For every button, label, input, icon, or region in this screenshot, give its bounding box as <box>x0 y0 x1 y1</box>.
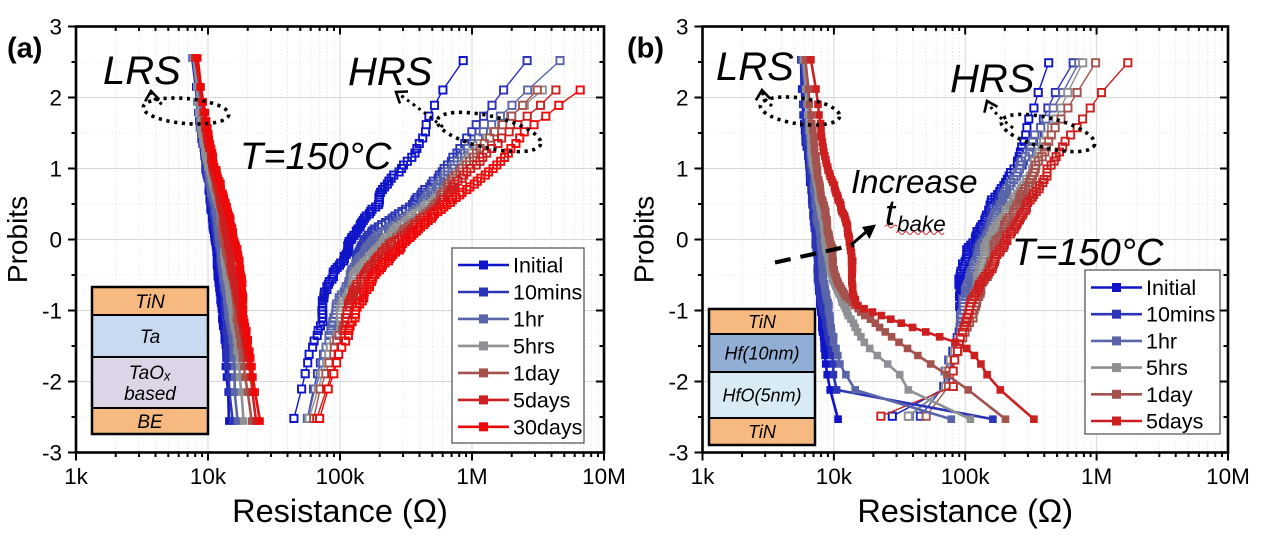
svg-text:Resistance (Ω): Resistance (Ω) <box>857 493 1073 529</box>
svg-text:LRS: LRS <box>103 49 181 93</box>
svg-text:5days: 5days <box>1146 410 1203 434</box>
svg-text:2: 2 <box>49 86 62 111</box>
svg-text:TiN: TiN <box>135 292 165 313</box>
svg-text:10M: 10M <box>1206 464 1250 489</box>
svg-text:1k: 1k <box>691 464 716 489</box>
svg-text:1M: 1M <box>1081 464 1112 489</box>
svg-text:0: 0 <box>49 228 62 253</box>
svg-text:1hr: 1hr <box>513 307 544 331</box>
svg-text:Probits: Probits <box>2 196 33 283</box>
svg-text:Resistance (Ω): Resistance (Ω) <box>232 493 448 529</box>
svg-text:TiN: TiN <box>748 422 777 442</box>
svg-text:LRS: LRS <box>716 45 794 89</box>
svg-text:2: 2 <box>676 86 689 111</box>
svg-text:5hrs: 5hrs <box>1146 356 1188 380</box>
svg-text:Increase: Increase <box>851 163 978 200</box>
svg-text:-2: -2 <box>42 370 62 395</box>
svg-text:-1: -1 <box>42 299 62 324</box>
svg-text:TaOₓ: TaOₓ <box>129 363 171 384</box>
svg-text:-1: -1 <box>668 299 688 324</box>
svg-text:Initial: Initial <box>1146 276 1196 300</box>
svg-text:1day: 1day <box>1146 383 1193 407</box>
svg-text:1hr: 1hr <box>1146 329 1177 353</box>
svg-text:Initial: Initial <box>513 254 563 278</box>
svg-text:5hrs: 5hrs <box>513 334 555 358</box>
svg-text:T=150°C: T=150°C <box>1012 232 1164 274</box>
svg-text:1: 1 <box>676 157 689 182</box>
svg-text:3: 3 <box>49 15 62 40</box>
svg-text:TiN: TiN <box>748 312 777 332</box>
svg-text:1k: 1k <box>64 464 89 489</box>
svg-text:1: 1 <box>49 157 62 182</box>
svg-text:0: 0 <box>676 228 689 253</box>
svg-text:Probits: Probits <box>629 196 660 283</box>
svg-text:100k: 100k <box>316 464 366 489</box>
svg-text:1M: 1M <box>456 464 487 489</box>
svg-text:-2: -2 <box>668 370 688 395</box>
svg-text:100k: 100k <box>941 464 991 489</box>
svg-text:t: t <box>885 192 897 233</box>
svg-text:T=150°C: T=150°C <box>240 136 392 178</box>
svg-text:3: 3 <box>676 15 689 40</box>
svg-text:Hf(10nm): Hf(10nm) <box>724 344 799 364</box>
svg-text:1day: 1day <box>513 361 560 385</box>
svg-text:5days: 5days <box>513 388 570 412</box>
svg-text:BE: BE <box>137 412 163 433</box>
svg-text:10mins: 10mins <box>1146 303 1215 327</box>
svg-text:10k: 10k <box>816 464 853 489</box>
svg-text:30days: 30days <box>513 415 582 439</box>
svg-text:10M: 10M <box>582 464 626 489</box>
svg-text:Ta: Ta <box>140 327 160 348</box>
svg-text:(b): (b) <box>627 33 664 65</box>
svg-text:HRS: HRS <box>348 50 433 94</box>
svg-text:based: based <box>124 384 177 405</box>
svg-text:HfO(5nm): HfO(5nm) <box>722 386 801 406</box>
svg-text:10k: 10k <box>190 464 227 489</box>
svg-text:(a): (a) <box>7 33 42 65</box>
svg-text:HRS: HRS <box>950 57 1035 101</box>
svg-text:10mins: 10mins <box>513 281 582 305</box>
svg-text:-3: -3 <box>42 441 62 466</box>
svg-text:-3: -3 <box>668 441 688 466</box>
